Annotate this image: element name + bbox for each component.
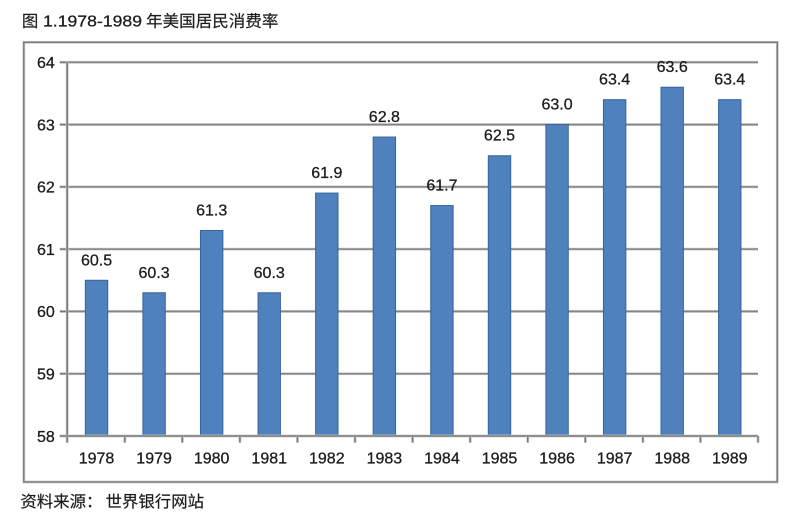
svg-text:59: 59 bbox=[37, 367, 55, 384]
svg-text:60.5: 60.5 bbox=[81, 252, 112, 269]
svg-text:63.4: 63.4 bbox=[599, 72, 630, 89]
svg-text:1978: 1978 bbox=[79, 451, 115, 468]
svg-text:62.5: 62.5 bbox=[484, 128, 515, 145]
svg-text:61.3: 61.3 bbox=[196, 202, 227, 219]
svg-text:1979: 1979 bbox=[136, 451, 172, 468]
svg-text:1984: 1984 bbox=[424, 451, 460, 468]
svg-text:63.6: 63.6 bbox=[657, 59, 688, 76]
svg-text:1987: 1987 bbox=[597, 451, 633, 468]
svg-text:61.9: 61.9 bbox=[311, 165, 342, 182]
svg-text:62: 62 bbox=[37, 180, 55, 197]
svg-text:60.3: 60.3 bbox=[254, 265, 285, 282]
svg-text:63: 63 bbox=[37, 117, 55, 134]
svg-text:63.4: 63.4 bbox=[714, 72, 745, 89]
svg-text:1986: 1986 bbox=[539, 451, 575, 468]
svg-text:64: 64 bbox=[37, 55, 55, 72]
svg-text:61.7: 61.7 bbox=[426, 178, 457, 195]
svg-text:1988: 1988 bbox=[654, 451, 690, 468]
svg-text:1983: 1983 bbox=[367, 451, 403, 468]
svg-text:1985: 1985 bbox=[482, 451, 518, 468]
svg-text:58: 58 bbox=[37, 429, 55, 446]
svg-text:62.8: 62.8 bbox=[369, 109, 400, 126]
svg-text:1.1978-1989: 1.1978-1989 bbox=[43, 14, 142, 31]
svg-text:60.3: 60.3 bbox=[139, 265, 170, 282]
svg-text:1989: 1989 bbox=[712, 451, 748, 468]
svg-text:63.0: 63.0 bbox=[541, 97, 572, 114]
svg-text:61: 61 bbox=[37, 242, 55, 259]
svg-text:1982: 1982 bbox=[309, 451, 345, 468]
svg-text:1981: 1981 bbox=[251, 451, 287, 468]
svg-text:1980: 1980 bbox=[194, 451, 230, 468]
svg-text:60: 60 bbox=[37, 304, 55, 321]
